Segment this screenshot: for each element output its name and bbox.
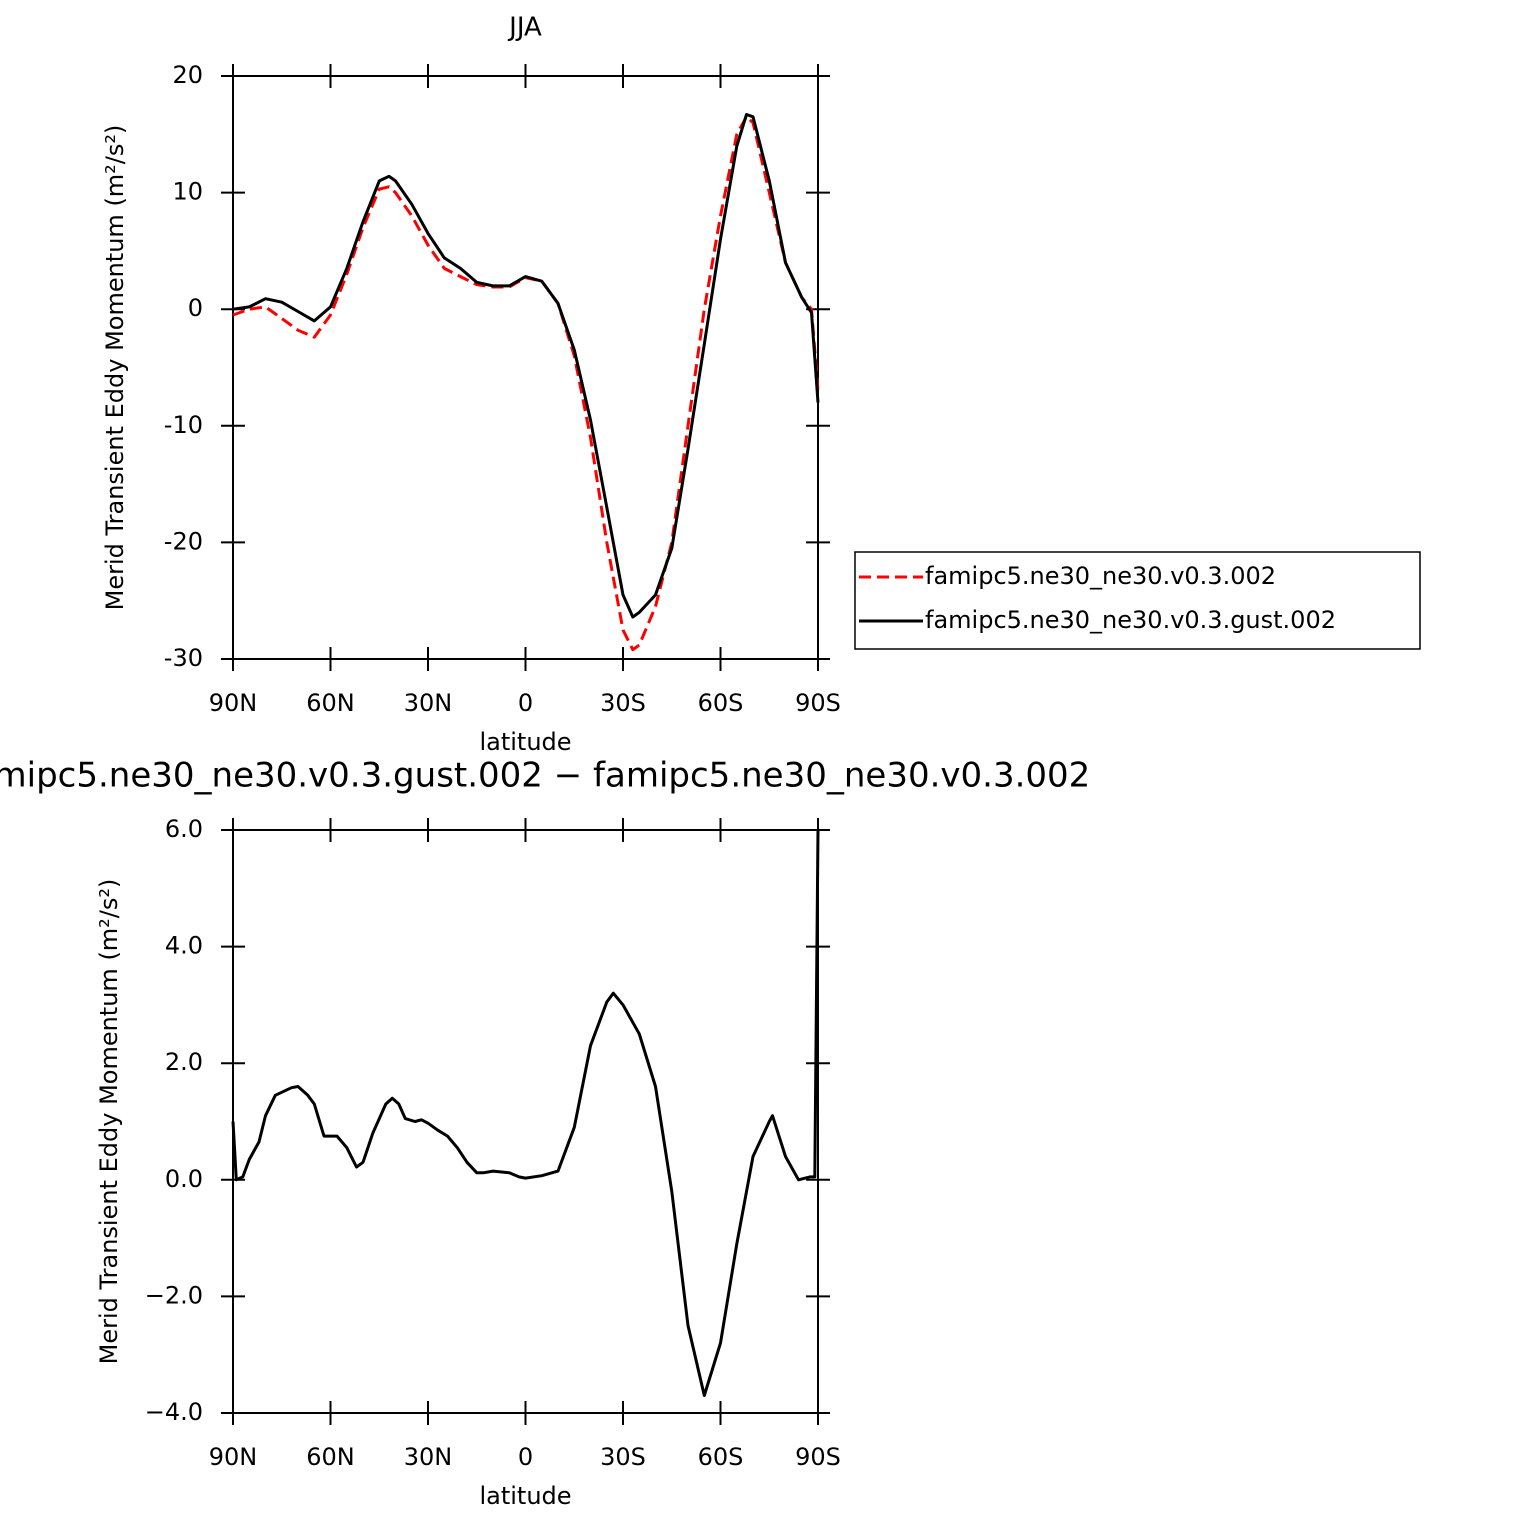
x-tick-label: 90N [209, 1443, 258, 1471]
x-tick-label: 60N [306, 689, 355, 717]
y-tick-label: -20 [164, 527, 203, 555]
x-tick-label: 30N [404, 1443, 453, 1471]
x-tick-label: 90N [209, 689, 258, 717]
y-tick-label: 4.0 [165, 932, 203, 960]
y-tick-label: 6.0 [165, 815, 203, 843]
y-tick-label: 2.0 [165, 1048, 203, 1076]
x-tick-label: 60S [698, 1443, 744, 1471]
data-line [231, 829, 820, 1397]
legend-label: famipc5.ne30_ne30.v0.3.gust.002 [925, 606, 1336, 634]
y-tick-label: -30 [164, 644, 203, 672]
x-tick-label: 0 [518, 689, 533, 717]
y-tick-label: -10 [164, 411, 203, 439]
y-tick-label: −4.0 [145, 1398, 203, 1426]
y-tick-label: 0 [188, 294, 203, 322]
x-tick-label: 30S [600, 1443, 646, 1471]
y-axis-label: Merid Transient Eddy Momentum (m²/s²) [101, 125, 129, 611]
x-axis-label: latitude [479, 728, 571, 756]
x-tick-label: 60N [306, 1443, 355, 1471]
legend-label: famipc5.ne30_ne30.v0.3.002 [925, 562, 1276, 590]
x-tick-label: 90S [795, 689, 841, 717]
y-tick-label: −2.0 [145, 1281, 203, 1309]
x-tick-label: 30N [404, 689, 453, 717]
y-tick-label: 10 [172, 178, 203, 206]
legend-box [854, 551, 1421, 650]
x-tick-label: 60S [698, 689, 744, 717]
x-tick-label: 0 [518, 1443, 533, 1471]
y-tick-label: 20 [172, 61, 203, 89]
data-line [232, 113, 820, 619]
x-axis-label: latitude [479, 1482, 571, 1510]
chart-title: famipc5.ne30_ne30.v0.3.gust.002 − famipc… [0, 756, 1090, 796]
plot-frame [232, 75, 819, 660]
y-tick-label: 0.0 [165, 1165, 203, 1193]
chart-title: JJA [507, 13, 542, 43]
x-tick-label: 30S [600, 689, 646, 717]
data-line [232, 115, 820, 652]
x-tick-label: 90S [795, 1443, 841, 1471]
y-axis-label: Merid Transient Eddy Momentum (m²/s²) [95, 879, 123, 1365]
